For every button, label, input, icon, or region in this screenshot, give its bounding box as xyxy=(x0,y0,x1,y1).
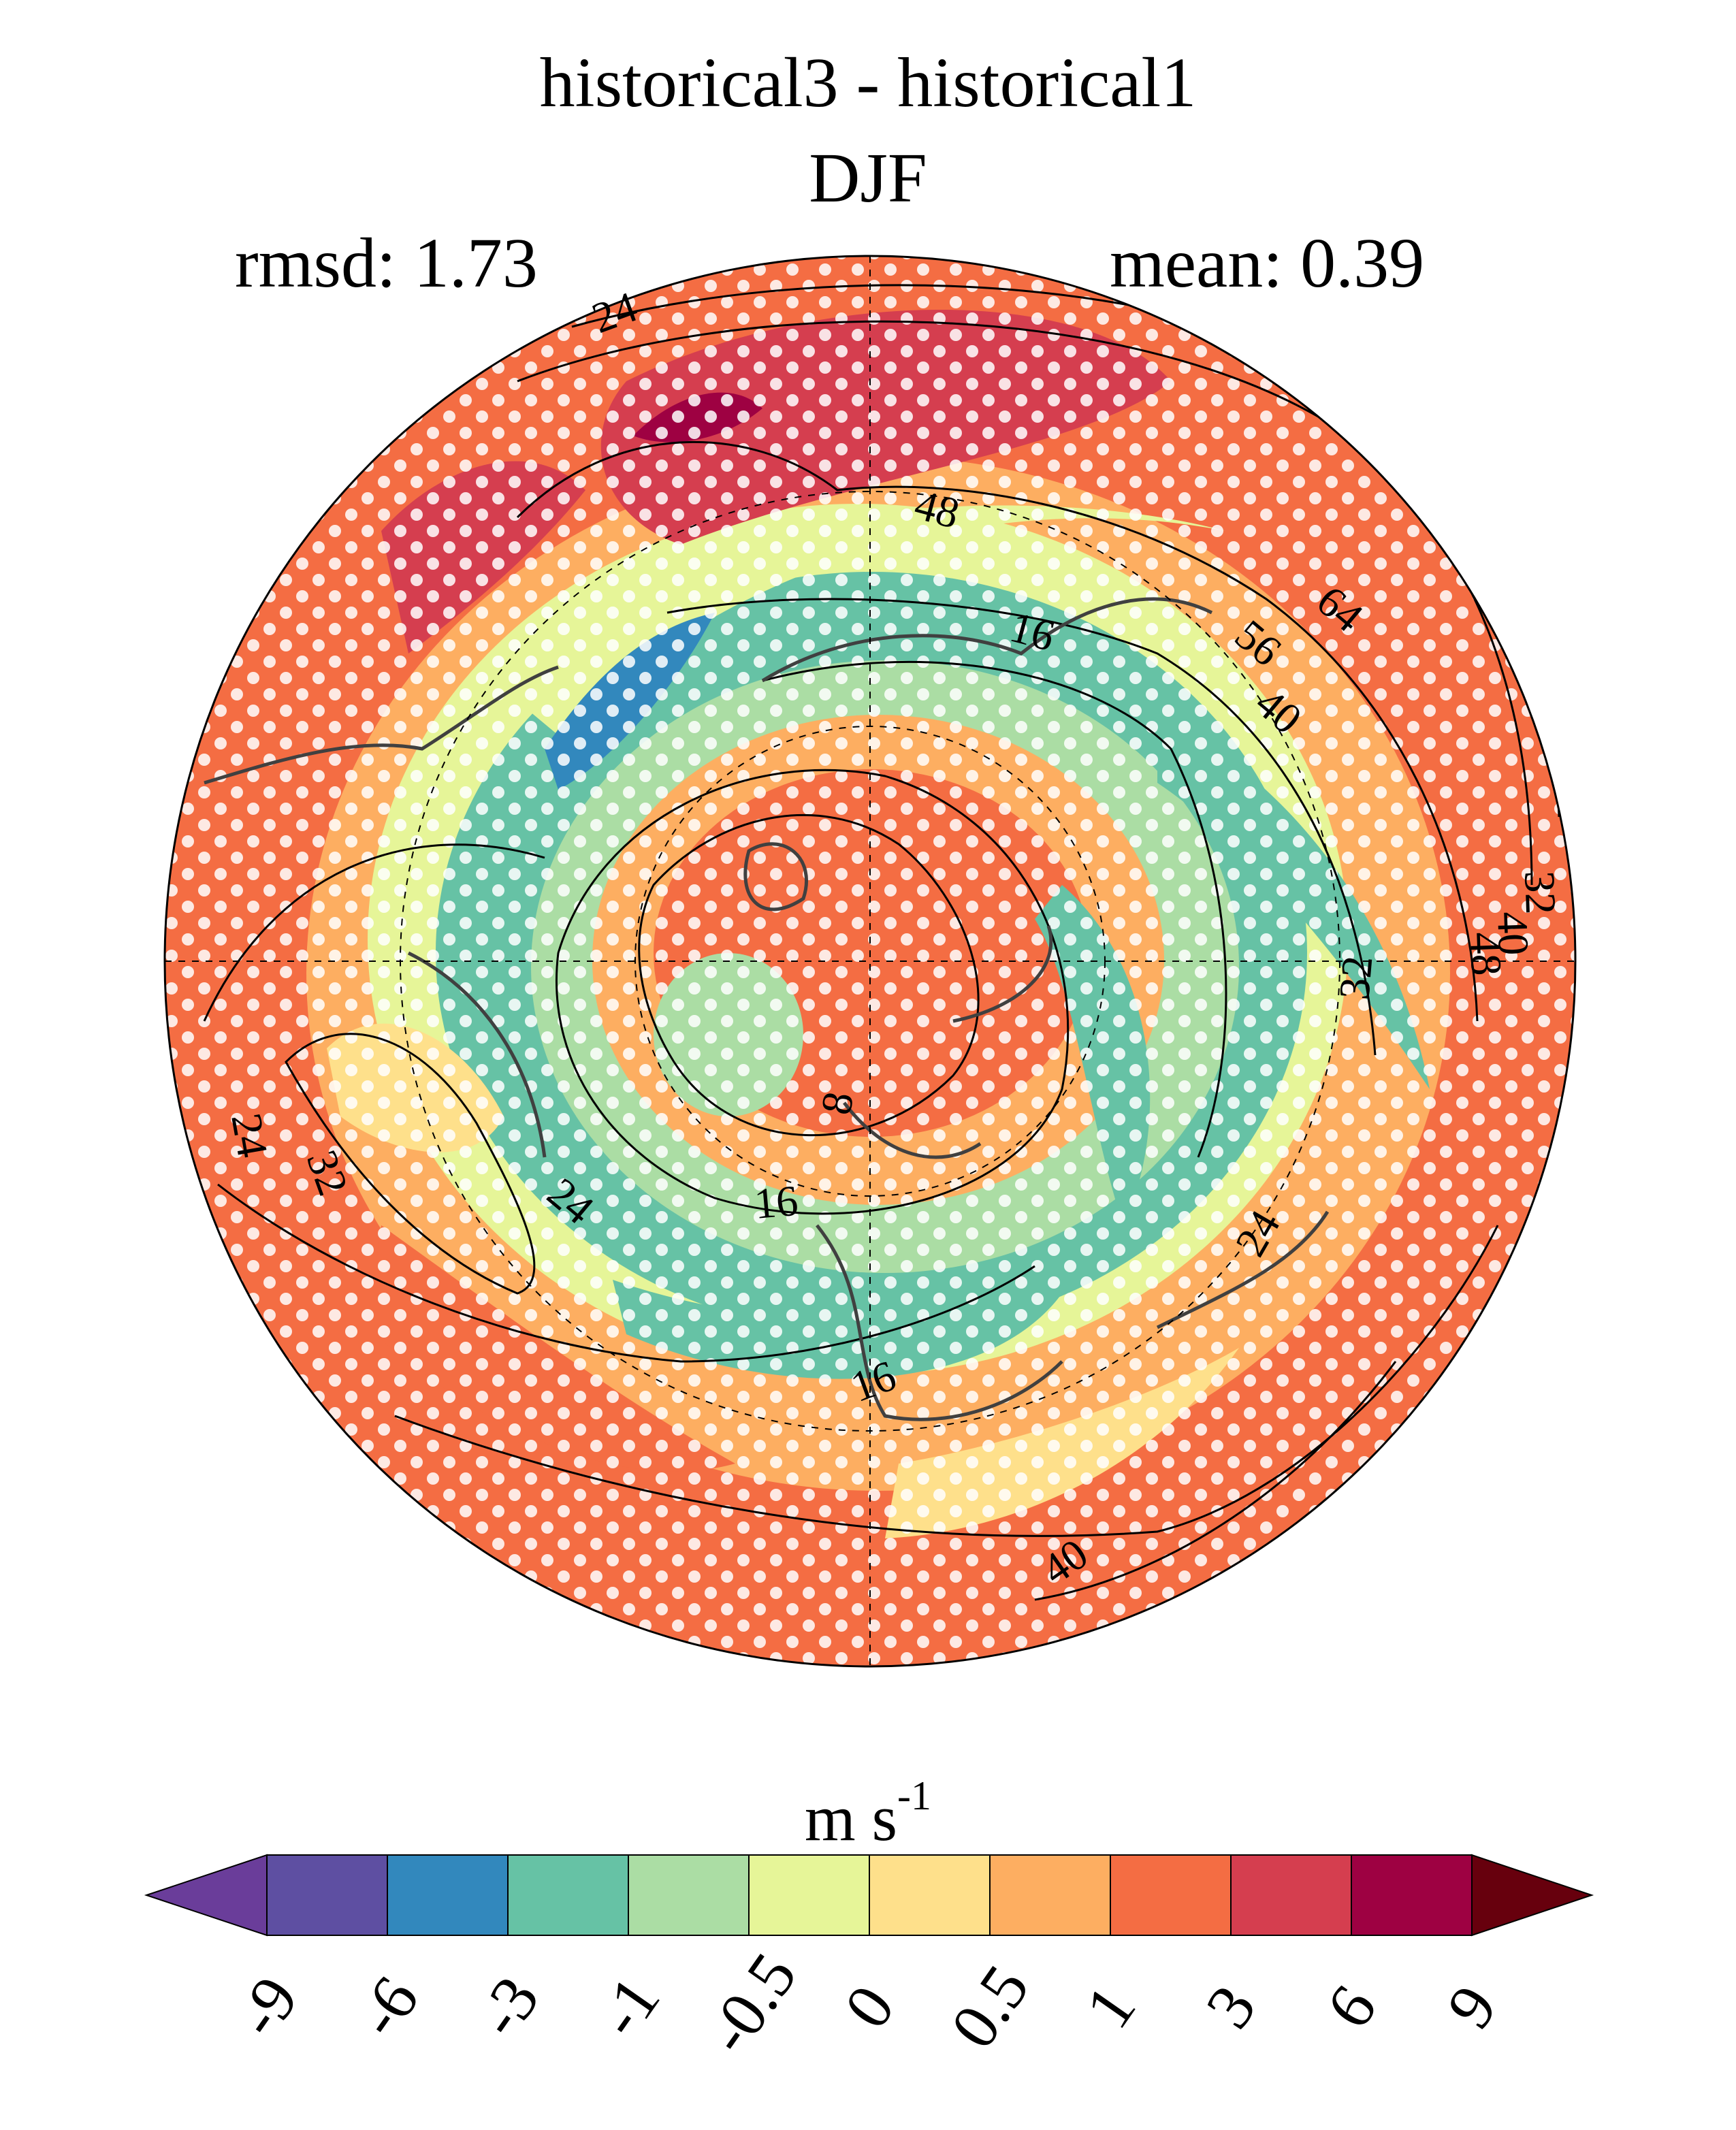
contour-label: 32 xyxy=(1330,954,1381,1001)
season-label: DJF xyxy=(809,139,927,217)
colorbar-under-arrow xyxy=(144,1854,268,1937)
colorbar-swatch xyxy=(628,1854,750,1936)
units-text: m s xyxy=(804,1781,898,1854)
rmsd-label: rmsd: 1.73 xyxy=(235,224,538,302)
contour-label: 32 xyxy=(1515,870,1565,915)
contour-label: 24 xyxy=(222,1110,277,1161)
units-exponent: -1 xyxy=(897,1773,931,1818)
colorbar-swatch xyxy=(266,1854,388,1936)
map-fill xyxy=(165,256,1575,1666)
colorbar-swatch xyxy=(1110,1854,1232,1936)
colorbar-over-arrow xyxy=(1471,1854,1594,1937)
colorbar-swatch xyxy=(869,1854,991,1936)
colorbar-swatch xyxy=(1230,1854,1352,1936)
contour-label: 40 xyxy=(1488,911,1538,956)
polar-map: 24 48 16 64 56 40 32 40 48 32 8 16 24 24… xyxy=(163,255,1577,1668)
contour-label: 48 xyxy=(1461,931,1511,976)
colorbar-swatch xyxy=(387,1854,509,1936)
colorbar-swatch xyxy=(989,1854,1111,1936)
colorbar xyxy=(144,1854,1594,1937)
colorbar-swatch xyxy=(748,1854,870,1936)
map-boundary xyxy=(163,255,1577,1668)
colorbar-swatch xyxy=(507,1854,629,1936)
coastlines xyxy=(204,597,1330,1421)
contour-label: 16 xyxy=(752,1176,800,1228)
colorbar-swatch xyxy=(1351,1854,1473,1936)
mean-label: mean: 0.39 xyxy=(1110,224,1425,302)
graticule xyxy=(165,256,1575,1666)
figure-title: historical3 - historical1 xyxy=(539,44,1197,122)
colorbar-units: m s-1 xyxy=(0,1775,1736,1854)
